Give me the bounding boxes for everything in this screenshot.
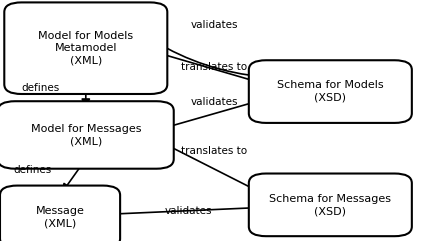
Text: defines: defines [13, 165, 51, 175]
Text: translates to: translates to [181, 62, 248, 73]
Text: Message
(XML): Message (XML) [36, 206, 85, 228]
Text: Schema for Messages
(XSD): Schema for Messages (XSD) [269, 194, 391, 216]
Text: Schema for Models
(XSD): Schema for Models (XSD) [277, 80, 384, 103]
FancyBboxPatch shape [0, 186, 120, 241]
FancyBboxPatch shape [0, 101, 174, 169]
Text: validates: validates [165, 206, 212, 216]
Text: defines: defines [21, 83, 60, 93]
FancyBboxPatch shape [249, 174, 412, 236]
Text: Model for Messages
(XML): Model for Messages (XML) [30, 124, 141, 146]
FancyBboxPatch shape [4, 2, 167, 94]
Text: Model for Models
Metamodel
(XML): Model for Models Metamodel (XML) [38, 31, 133, 66]
Text: validates: validates [191, 20, 238, 30]
FancyBboxPatch shape [249, 60, 412, 123]
Text: translates to: translates to [181, 146, 248, 156]
Text: validates: validates [191, 97, 238, 107]
